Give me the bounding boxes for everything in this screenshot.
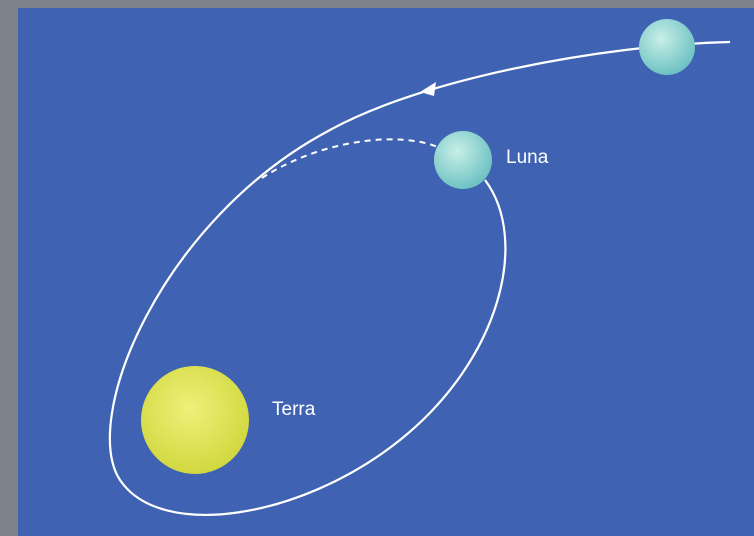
- earth-label: Terra: [272, 399, 316, 420]
- earth: [141, 366, 249, 474]
- page: Luna Terra (() => { const data = JSON.pa…: [0, 0, 754, 536]
- diagram: Luna Terra: [0, 0, 754, 536]
- moon: [434, 131, 492, 189]
- moon-label: Luna: [506, 147, 549, 168]
- background: [18, 8, 754, 536]
- moon-incoming: [639, 19, 695, 75]
